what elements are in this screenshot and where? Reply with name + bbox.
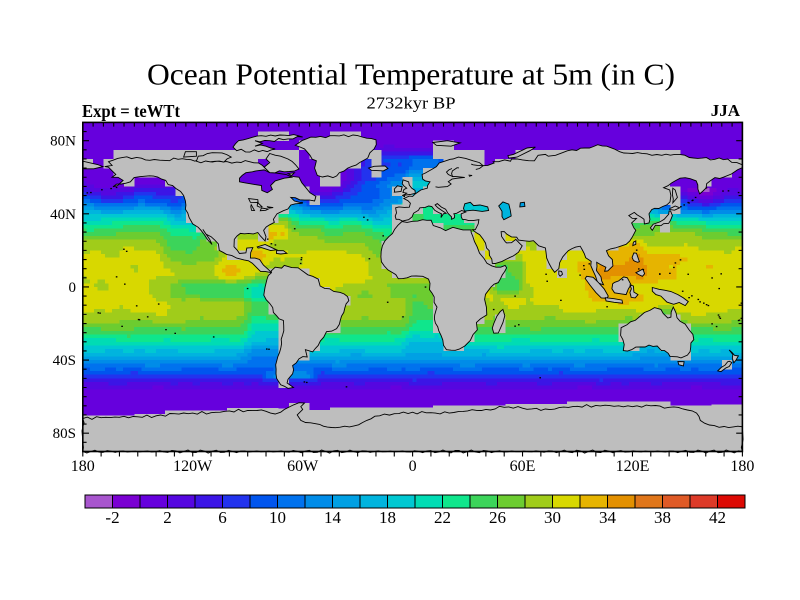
svg-text:60E: 60E [510, 458, 536, 475]
svg-text:0: 0 [409, 458, 417, 475]
svg-text:180: 180 [730, 458, 754, 475]
svg-text:Ocean Potential Temperature at: Ocean Potential Temperature at 5m (in C) [147, 57, 675, 92]
svg-text:30: 30 [544, 508, 561, 527]
svg-text:120E: 120E [616, 458, 650, 475]
svg-text:38: 38 [654, 508, 671, 527]
svg-text:6: 6 [218, 508, 227, 527]
svg-text:80S: 80S [53, 426, 76, 442]
svg-text:2732kyr BP: 2732kyr BP [367, 94, 456, 113]
svg-text:0: 0 [69, 280, 77, 296]
svg-text:60W: 60W [287, 458, 319, 475]
svg-text:JJA: JJA [711, 101, 741, 120]
svg-text:40S: 40S [53, 353, 76, 369]
svg-text:2: 2 [163, 508, 172, 527]
svg-text:18: 18 [379, 508, 396, 527]
svg-text:22: 22 [434, 508, 451, 527]
svg-text:14: 14 [324, 508, 342, 527]
svg-text:180: 180 [71, 458, 95, 475]
svg-text:34: 34 [599, 508, 617, 527]
svg-text:-2: -2 [105, 508, 119, 527]
svg-text:10: 10 [269, 508, 286, 527]
svg-text:26: 26 [489, 508, 506, 527]
svg-text:80N: 80N [50, 134, 76, 150]
svg-text:120W: 120W [173, 458, 213, 475]
svg-text:42: 42 [709, 508, 726, 527]
svg-text:40N: 40N [50, 207, 76, 223]
svg-text:Expt = teWTt: Expt = teWTt [82, 101, 180, 121]
